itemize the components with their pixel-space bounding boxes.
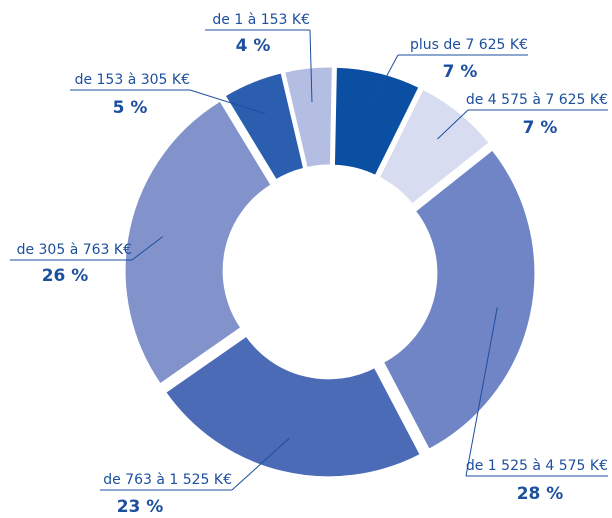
slice	[376, 86, 493, 208]
leader-line	[189, 89, 266, 115]
category-label: de 305 à 763 K€	[17, 242, 132, 258]
slice	[380, 146, 538, 453]
slice	[331, 64, 423, 179]
category-label: de 1 à 153 K€	[212, 12, 310, 28]
value-label: 7 %	[443, 62, 478, 82]
leader-line	[370, 54, 399, 107]
value-label: 26 %	[42, 266, 89, 286]
value-label: 28 %	[517, 484, 564, 504]
value-label: 7 %	[523, 118, 558, 138]
leader-line	[437, 109, 469, 140]
value-label: 23 %	[117, 497, 164, 517]
slice	[122, 97, 275, 388]
category-label: de 4 575 à 7 625 K€	[466, 92, 608, 108]
category-label: de 763 à 1 525 K€	[103, 472, 232, 488]
value-label: 4 %	[236, 36, 271, 56]
slice	[281, 64, 335, 171]
slice	[221, 69, 307, 184]
slice	[162, 332, 424, 480]
leader-line	[131, 236, 164, 261]
leader-line	[231, 437, 290, 491]
category-label: de 1 525 à 4 575 K€	[466, 458, 608, 474]
category-label: de 153 à 305 K€	[75, 72, 190, 88]
category-label: plus de 7 625 K€	[410, 37, 528, 53]
leader-line	[309, 29, 313, 102]
value-label: 5 %	[113, 98, 148, 118]
leader-line	[465, 307, 498, 477]
